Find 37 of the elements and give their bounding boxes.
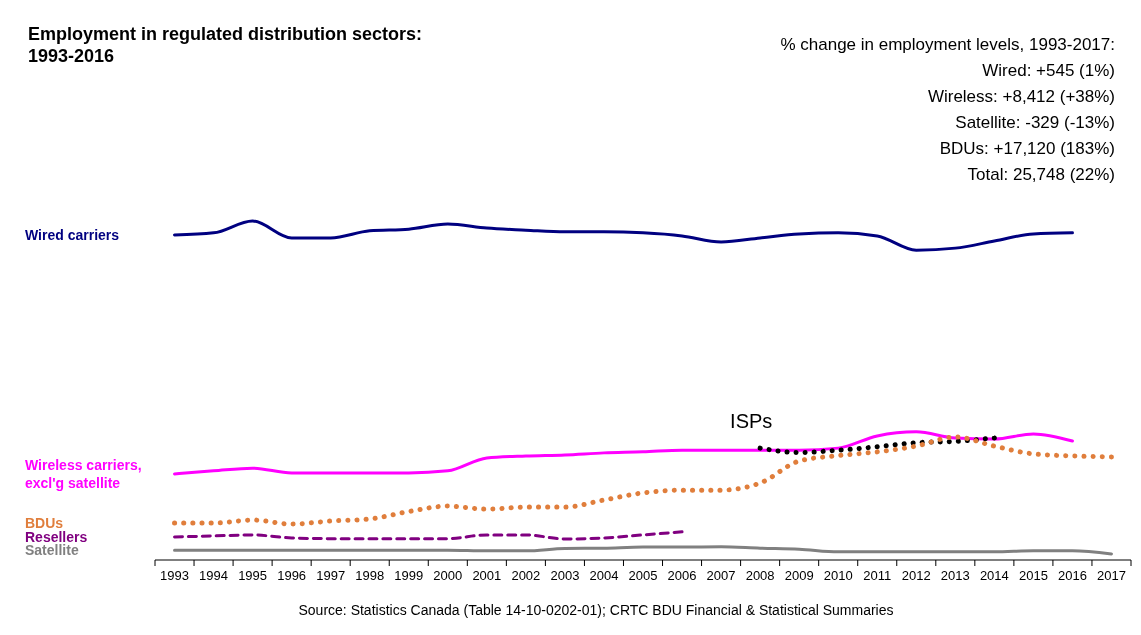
x-tick-label: 1997 [316,568,346,583]
x-tick-label: 2002 [511,568,541,583]
x-tick-label: 2011 [863,568,892,583]
x-tick-label: 2004 [589,568,619,583]
text: Wired: +545 (1%) [982,61,1115,80]
series-label: ISPs [730,410,773,433]
x-tick-label: 1993 [160,568,189,583]
x-tick-label: 2010 [823,568,853,583]
x-tick-label: 2014 [979,568,1009,583]
x-tick-label: 2005 [628,568,658,583]
text: Wireless carriers, excl'g satellite [25,456,142,491]
text: Wired carriers [25,226,120,243]
x-tick-label: 2016 [1057,568,1087,583]
text: Total: 25,748 (22%) [967,165,1115,184]
text: Satellite [25,542,79,559]
x-tick-label: 2015 [1018,568,1048,583]
text: Wireless: +8,412 (+38%) [927,87,1115,106]
x-tick-label: 1995 [238,568,268,583]
x-tick-label: 2007 [706,568,736,583]
text: BDUs: +17,120 (183%) [939,139,1115,158]
x-tick-label: 2003 [550,568,580,583]
x-tick-label: 2017 [1097,568,1126,583]
x-tick-label: 1998 [355,568,385,583]
x-tick-label: 2012 [901,568,931,583]
text: % change in employment levels, 1993-2017: [780,35,1115,54]
x-tick-label: 2001 [472,568,502,583]
source-note: Source: Statistics Canada (Table 14-10-0202-01); CRTC BDU Financial & Statistical Summaries [298,602,894,618]
chart-title: Employment in regulated distribution sectors: 1993-2016 [28,24,423,66]
x-tick-label: 2006 [667,568,697,583]
x-tick-label: 1999 [394,568,424,583]
text: Satellite: -329 (-13%) [955,113,1115,132]
x-tick-label: 2009 [784,568,814,583]
x-tick-label: 1994 [199,568,229,583]
x-tick-label: 2008 [745,568,775,583]
x-tick-label: 1996 [277,568,307,583]
x-tick-label: 2013 [940,568,970,583]
x-tick-label: 2000 [433,568,463,583]
